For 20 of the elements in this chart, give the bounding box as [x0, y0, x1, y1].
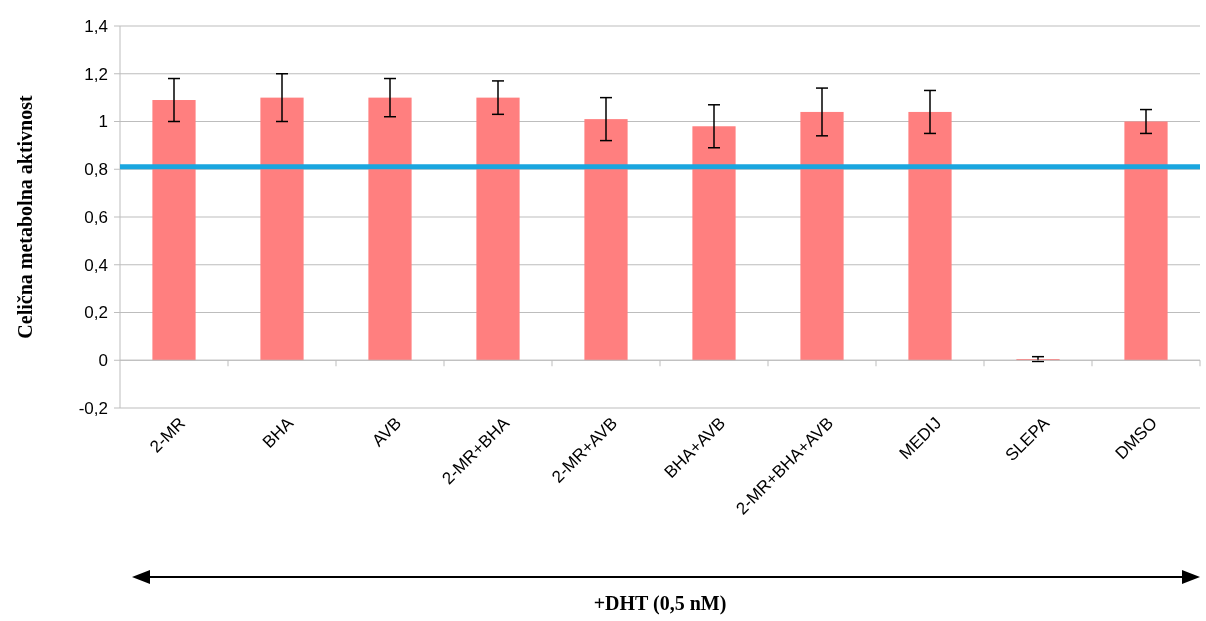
y-tick-label: 1 — [98, 112, 108, 132]
bar — [476, 97, 520, 361]
bar — [908, 111, 952, 361]
bar — [1124, 121, 1168, 361]
y-axis-title: Celična metabolna aktivnost — [14, 94, 36, 339]
y-tick-label: 1,4 — [84, 16, 108, 36]
y-tick-label: 0,4 — [84, 255, 108, 275]
x-axis-title: +DHT (0,5 nM) — [593, 592, 727, 615]
y-tick-label: 0,6 — [84, 207, 108, 227]
bar — [260, 97, 304, 361]
y-tick-label: 0,2 — [84, 303, 108, 323]
bar — [584, 119, 628, 361]
bar — [692, 126, 736, 361]
y-tick-label: 1,2 — [84, 64, 108, 84]
bar — [152, 100, 196, 361]
bar — [368, 97, 412, 361]
y-tick-label: -0,2 — [78, 398, 108, 418]
bar — [800, 111, 844, 361]
y-tick-label: 0 — [98, 351, 108, 371]
y-tick-label: 0,8 — [84, 160, 108, 180]
